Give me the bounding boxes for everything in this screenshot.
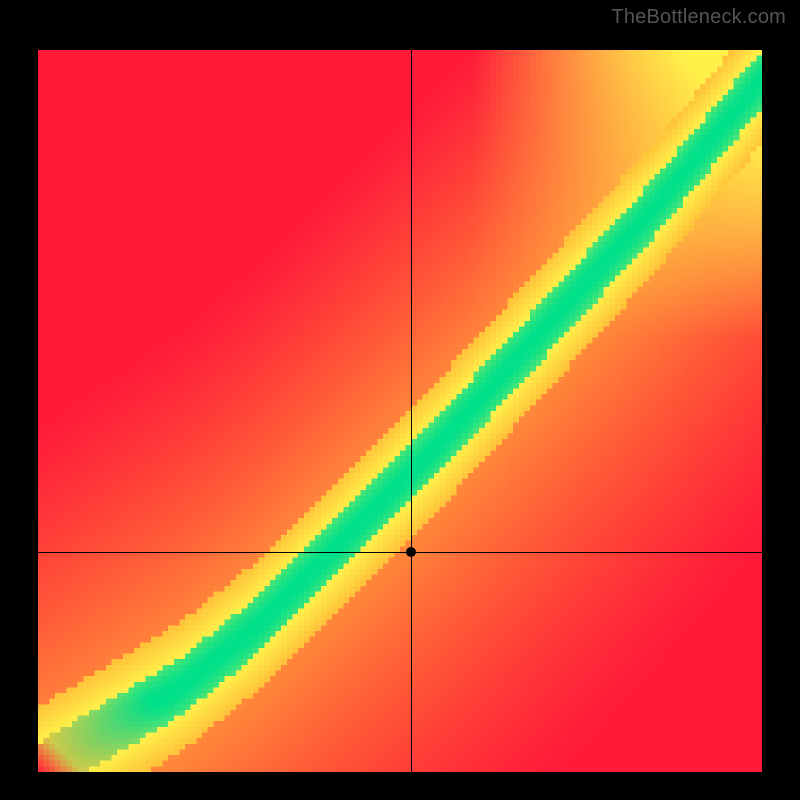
watermark-text: TheBottleneck.com — [611, 6, 786, 29]
crosshair-horizontal — [38, 552, 762, 553]
chart-container: TheBottleneck.com — [0, 0, 800, 800]
heatmap-canvas — [38, 50, 762, 772]
plot-area — [38, 50, 762, 772]
crosshair-vertical — [411, 50, 412, 772]
data-point-marker — [406, 547, 416, 557]
